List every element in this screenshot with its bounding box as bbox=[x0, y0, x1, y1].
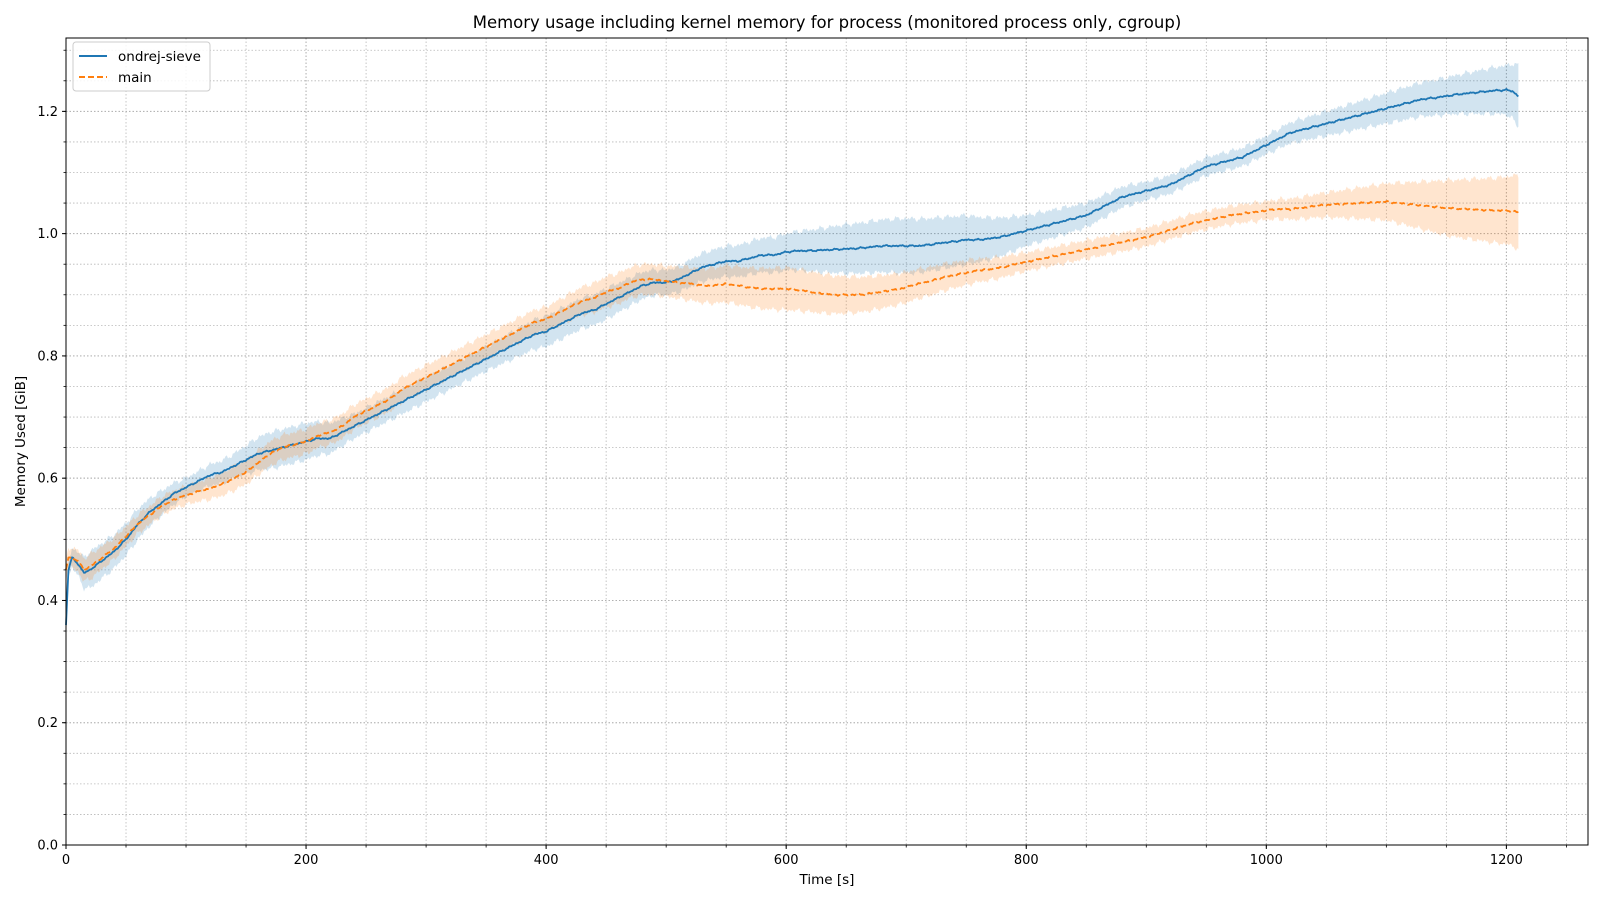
x-tick-label: 400 bbox=[534, 853, 559, 868]
band-ondrej-sieve bbox=[66, 62, 1519, 631]
y-tick-label: 0.4 bbox=[37, 594, 58, 609]
x-tick-label: 800 bbox=[1014, 853, 1039, 868]
axis-ticks: 0 200 400 600 800 1000 1200 0.0 0.2 0.4 0.6 0.8 1.0 1… bbox=[37, 49, 1567, 868]
series-line-ondrej-sieve bbox=[65, 88, 1519, 626]
x-tick-label: 200 bbox=[294, 853, 319, 868]
confidence-bands bbox=[66, 62, 1519, 631]
chart-title: Memory usage including kernel memory for… bbox=[473, 13, 1182, 32]
y-tick-label: 0.8 bbox=[37, 349, 58, 364]
x-axis-label: Time [s] bbox=[799, 872, 855, 888]
legend-label-main: main bbox=[118, 70, 152, 86]
series-lines bbox=[65, 88, 1519, 626]
y-tick-label: 1.0 bbox=[37, 227, 58, 242]
plot-frame bbox=[65, 37, 1589, 846]
y-tick-label: 1.2 bbox=[37, 105, 58, 120]
y-tick-label: 0.0 bbox=[37, 839, 58, 854]
legend-box bbox=[72, 41, 211, 92]
band-main bbox=[66, 173, 1519, 583]
x-tick-label: 600 bbox=[774, 853, 799, 868]
y-tick-label: 0.6 bbox=[37, 472, 58, 487]
x-tick-label: 0 bbox=[62, 853, 70, 868]
x-tick-label: 1200 bbox=[1490, 853, 1523, 868]
legend: ondrej-sieve main bbox=[72, 41, 211, 92]
legend-label-ondrej-sieve: ondrej-sieve bbox=[118, 49, 201, 65]
y-axis-label: Memory Used [GiB] bbox=[13, 376, 29, 507]
x-tick-label: 1000 bbox=[1250, 853, 1283, 868]
y-tick-label: 0.2 bbox=[37, 716, 58, 731]
